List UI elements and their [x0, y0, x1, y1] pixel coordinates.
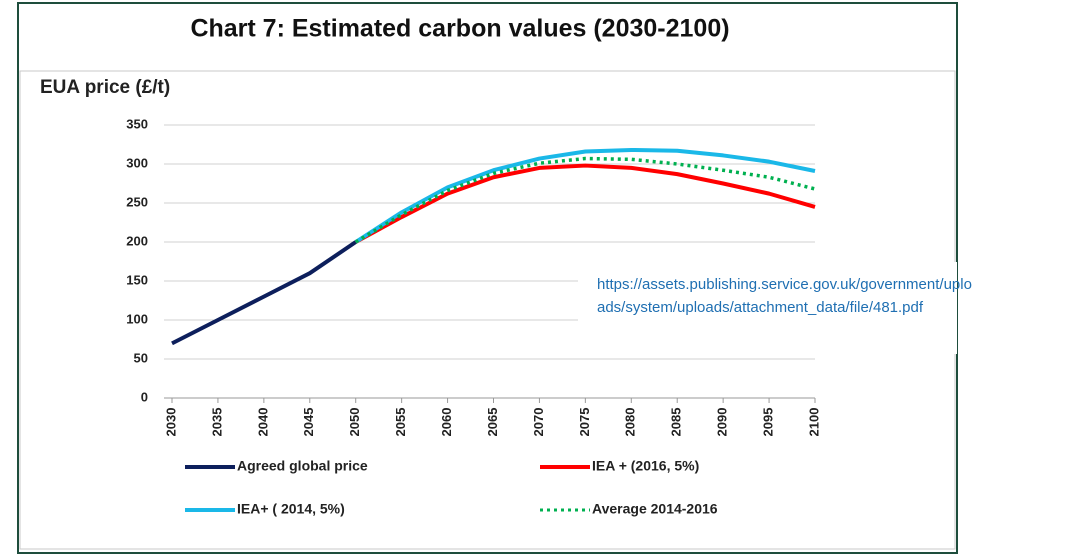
x-tick-label: 2070: [531, 408, 546, 437]
legend-label: Average 2014-2016: [592, 501, 718, 517]
x-tick-label: 2060: [439, 408, 454, 437]
y-tick-label: 0: [141, 389, 148, 404]
x-tick-label: 2065: [485, 408, 500, 437]
note-bg: [578, 262, 957, 354]
label-bg: [30, 72, 238, 104]
y-tick-label: 250: [126, 194, 148, 209]
x-tick-label: 2090: [715, 408, 730, 437]
legend-label: Agreed global price: [237, 458, 368, 474]
annotation: ads/system/uploads/attachment_data/file/…: [597, 299, 924, 316]
x-tick-label: 2045: [301, 408, 316, 437]
y-tick-label: 150: [126, 272, 148, 287]
x-tick-label: 2050: [347, 408, 362, 437]
series-line: [354, 147, 816, 244]
x-tick-label: 2075: [577, 408, 592, 437]
y-tick-label: 300: [126, 155, 148, 170]
x-tick-label: 2035: [209, 408, 224, 437]
x-tick-label: 2085: [669, 408, 684, 437]
legend-label: IEA+ ( 2014, 5%): [237, 501, 345, 517]
x-tick-label: 2095: [761, 408, 776, 437]
y-tick-label: 100: [126, 311, 148, 326]
x-tick-label: 2040: [255, 408, 270, 437]
y-axis-label: EUA price (£/t): [40, 77, 170, 98]
x-tick-label: 2080: [623, 408, 638, 437]
y-tick-label: 350: [126, 116, 148, 131]
chart-title: Chart 7: Estimated carbon values (2030-2…: [190, 15, 729, 43]
plot: 0 50 100 150 200 250 300 350 2030 2035 2040 2045 205…: [126, 116, 821, 516]
series-line: [354, 156, 816, 244]
x-tick-label: 2100: [806, 408, 821, 437]
x-tick-label: 2055: [393, 408, 408, 437]
series-line: [354, 163, 816, 244]
y-tick-label: 200: [126, 233, 148, 248]
annotation: https://assets.publishing.service.gov.uk…: [597, 276, 972, 293]
series-line: [171, 240, 357, 346]
x-tick-label: 2030: [163, 408, 178, 437]
legend-label: IEA + (2016, 5%): [592, 458, 699, 474]
y-tick-label: 50: [134, 350, 148, 365]
